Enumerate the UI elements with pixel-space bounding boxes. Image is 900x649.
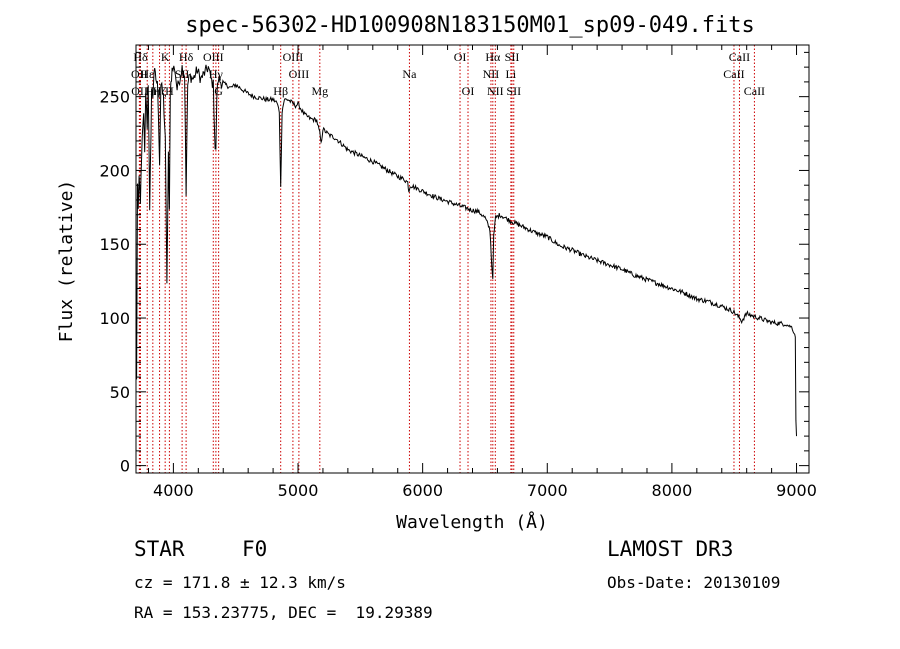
line-label-r2-7: OI: [462, 84, 475, 98]
y-tick-label-100: 100: [99, 309, 130, 328]
sky-coordinates: RA = 153.23775, DEC = 19.29389: [134, 603, 433, 622]
line-label-r1-2: SII: [175, 67, 190, 81]
y-tick-label-250: 250: [99, 88, 130, 107]
line-label-r2-9: SII: [506, 84, 521, 98]
x-tick-label-5000: 5000: [278, 481, 319, 500]
line-label-r0-0: Hδ: [133, 50, 148, 64]
line-label-r1-7: Li: [506, 67, 517, 81]
line-label-r2-3: H: [165, 84, 174, 98]
line-label-r0-8: CaII: [729, 50, 750, 64]
line-label-r2-4: G: [214, 84, 223, 98]
y-tick-label-50: 50: [110, 383, 130, 402]
line-label-r1-4: OIII: [289, 67, 310, 81]
x-tick-label-7000: 7000: [527, 481, 568, 500]
y-tick-label-200: 200: [99, 161, 130, 180]
line-label-r1-3: Hγ: [209, 67, 224, 81]
x-tick-label-8000: 8000: [652, 481, 693, 500]
x-axis-label: Wavelength (Å): [396, 511, 548, 533]
plot-frame: [135, 44, 810, 474]
spectrum-layer: [135, 64, 797, 437]
x-tick-label-6000: 6000: [402, 481, 443, 500]
line-label-r2-6: Mg: [311, 84, 328, 98]
line-marker-layer: [138, 45, 755, 473]
chart-title: spec-56302-HD100908N183150M01_sp09-049.f…: [185, 13, 755, 38]
line-label-r0-7: SII: [505, 50, 520, 64]
spectrum-line: [135, 64, 797, 437]
line-label-r2-0: OII: [131, 84, 148, 98]
redshift-velocity: cz = 171.8 ± 12.3 km/s: [134, 573, 346, 592]
line-label-r2-8: NII: [487, 84, 504, 98]
line-label-r0-2: Hδ: [179, 50, 194, 64]
survey-name: LAMOST DR3: [607, 537, 734, 561]
line-label-r1-0: OII: [131, 67, 148, 81]
y-tick-label-0: 0: [120, 457, 130, 476]
y-axis-ticks: 0 50 100 150 200 250: [99, 51, 809, 476]
line-label-r1-8: CaII: [723, 67, 744, 81]
line-label-r2-10: CaII: [744, 84, 765, 98]
object-subclass: F0: [242, 537, 268, 561]
line-label-r0-4: OIII: [283, 50, 304, 64]
x-axis-ticks: 4000 5000 6000 7000 8000 9000: [147, 45, 817, 500]
line-label-r2-5: Hβ: [273, 84, 288, 98]
x-tick-label-4000: 4000: [153, 481, 194, 500]
observation-date: Obs-Date: 20130109: [607, 573, 781, 592]
y-tick-label-150: 150: [99, 235, 130, 254]
line-label-r0-1: K: [161, 50, 170, 64]
x-tick-label-9000: 9000: [776, 481, 817, 500]
line-label-r0-3: OIII: [203, 50, 224, 64]
line-label-r0-6: Hα: [485, 50, 501, 64]
line-label-r1-5: Na: [402, 67, 417, 81]
line-label-r1-6: NII: [483, 67, 500, 81]
y-axis-label: Flux (relative): [56, 180, 77, 343]
line-label-r1-1: Hε: [140, 67, 154, 81]
line-label-r0-5: OI: [454, 50, 467, 64]
object-class: STAR: [134, 537, 185, 561]
